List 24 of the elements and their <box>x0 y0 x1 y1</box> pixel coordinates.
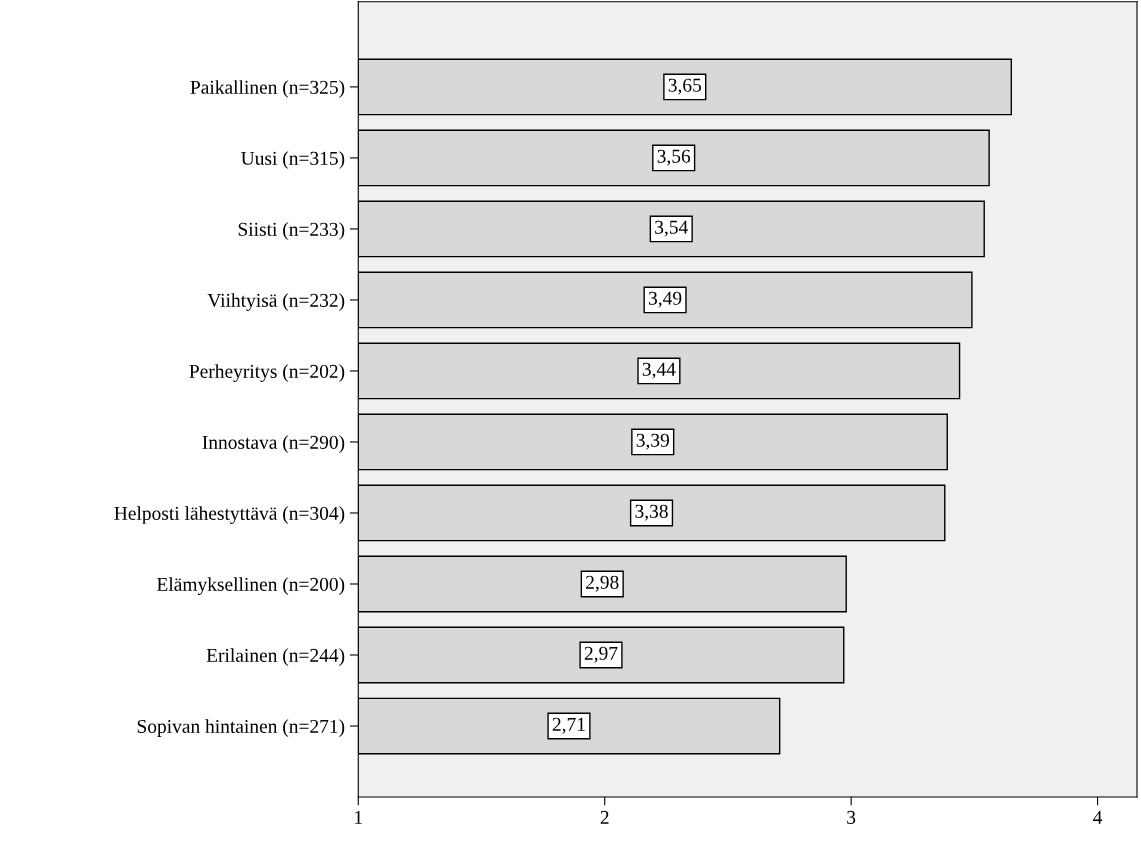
data-label: 3,49 <box>649 291 682 308</box>
data-label: 2,71 <box>552 717 585 734</box>
y-tick-label: Erilainen (n=244) <box>206 648 345 666</box>
x-tick-label: 3 <box>847 810 856 824</box>
y-tick-label: Helposti lähestyttävä (n=304) <box>114 506 345 524</box>
y-tick-label: Innostava (n=290) <box>202 435 345 453</box>
data-label: 3,54 <box>655 220 688 237</box>
y-tick-label: Siisti (n=233) <box>238 222 345 240</box>
data-label: 3,56 <box>657 149 691 166</box>
data-label: 3,65 <box>668 78 702 95</box>
y-tick-label: Elämyksellinen (n=200) <box>157 577 345 595</box>
y-tick-label: Viihtyisä (n=232) <box>207 293 345 311</box>
y-tick-label: Sopivan hintainen (n=271) <box>137 719 345 737</box>
data-label: 3,39 <box>636 433 669 450</box>
y-tick-label: Uusi (n=315) <box>241 151 345 169</box>
x-tick-label: 1 <box>355 810 362 824</box>
data-label: 2,97 <box>584 646 618 663</box>
data-label: 3,44 <box>642 362 676 379</box>
y-tick-label: Paikallinen (n=325) <box>190 80 345 98</box>
y-tick-label: Perheyritys (n=202) <box>189 364 345 382</box>
x-tick-label: 4 <box>1093 810 1103 824</box>
data-label: 2,98 <box>586 575 619 592</box>
x-tick-label: 2 <box>600 810 609 824</box>
data-label: 3,38 <box>635 504 668 521</box>
